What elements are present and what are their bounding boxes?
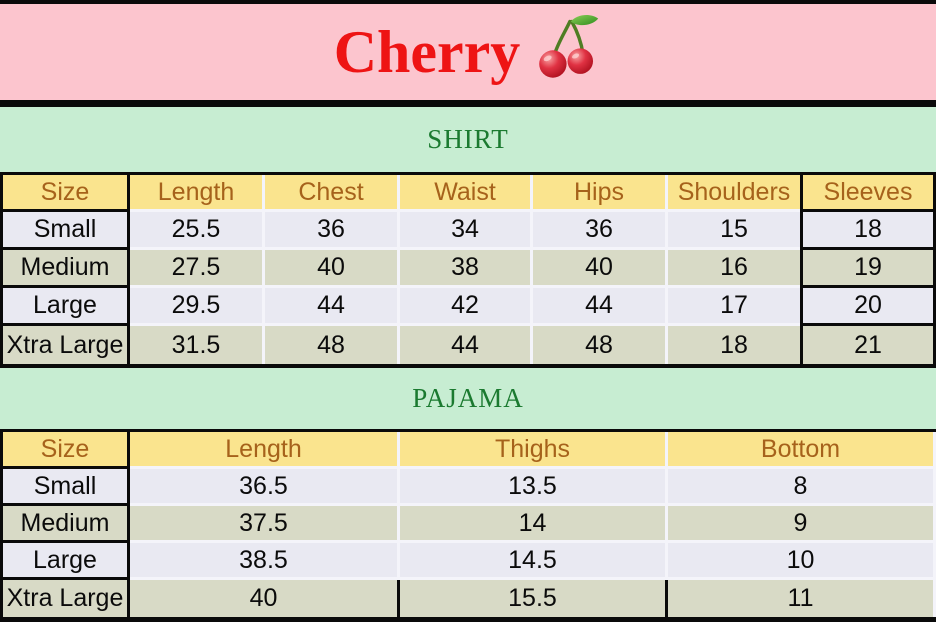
table-cell: 44 (265, 288, 400, 326)
shirt-section-header: SHIRT (0, 107, 936, 175)
brand-title: Cherry (333, 19, 521, 85)
table-row-small: Small 36.5 13.5 8 (0, 469, 936, 506)
column-header-waist: Waist (400, 175, 533, 212)
row-label: Xtra Large (0, 580, 130, 617)
row-label: Medium (0, 506, 130, 543)
table-cell: 36 (265, 212, 400, 250)
row-label: Small (0, 469, 130, 506)
column-header-length: Length (130, 432, 400, 469)
row-label: Large (0, 543, 130, 580)
shirt-header-row: Size Length Chest Waist Hips Shoulders S… (0, 175, 936, 212)
table-cell: 16 (668, 250, 800, 288)
row-label: Medium (0, 250, 130, 288)
table-cell: 40 (265, 250, 400, 288)
column-header-hips: Hips (533, 175, 668, 212)
table-cell: 21 (800, 326, 936, 364)
table-cell: 8 (668, 469, 936, 506)
pajama-header-row: Size Length Thighs Bottom (0, 432, 936, 469)
column-header-size: Size (0, 432, 130, 469)
table-cell: 38 (400, 250, 533, 288)
column-header-shoulders: Shoulders (668, 175, 800, 212)
column-header-chest: Chest (265, 175, 400, 212)
table-cell: 48 (265, 326, 400, 364)
table-cell: 44 (400, 326, 533, 364)
column-header-sleeves: Sleeves (800, 175, 936, 212)
table-cell: 29.5 (130, 288, 265, 326)
table-cell: 42 (400, 288, 533, 326)
table-cell: 25.5 (130, 212, 265, 250)
table-cell: 36 (533, 212, 668, 250)
column-header-length: Length (130, 175, 265, 212)
table-cell: 15 (668, 212, 800, 250)
brand-banner: Cherry (0, 0, 936, 107)
table-cell: 44 (533, 288, 668, 326)
table-cell: 37.5 (130, 506, 400, 543)
table-row-medium: Medium 27.5 40 38 40 16 19 (0, 250, 936, 288)
table-cell: 20 (800, 288, 936, 326)
table-row-large: Large 29.5 44 42 44 17 20 (0, 288, 936, 326)
table-cell: 13.5 (400, 469, 668, 506)
column-header-thighs: Thighs (400, 432, 668, 469)
table-cell: 27.5 (130, 250, 265, 288)
table-cell: 14 (400, 506, 668, 543)
table-cell: 36.5 (130, 469, 400, 506)
table-row-large: Large 38.5 14.5 10 (0, 543, 936, 580)
table-cell: 17 (668, 288, 800, 326)
shirt-section-title: SHIRT (427, 124, 509, 154)
shirt-size-table: Size Length Chest Waist Hips Shoulders S… (0, 175, 936, 368)
table-row-small: Small 25.5 36 34 36 15 18 (0, 212, 936, 250)
pajama-section-header: PAJAMA (0, 368, 936, 432)
table-cell: 18 (800, 212, 936, 250)
table-cell: 11 (668, 580, 936, 617)
row-label: Large (0, 288, 130, 326)
table-cell: 40 (130, 580, 400, 617)
column-header-size: Size (0, 175, 130, 212)
row-label: Small (0, 212, 130, 250)
table-cell: 34 (400, 212, 533, 250)
table-cell: 14.5 (400, 543, 668, 580)
table-cell: 15.5 (400, 580, 668, 617)
table-cell: 40 (533, 250, 668, 288)
row-label: Xtra Large (0, 326, 130, 364)
pajama-size-table: Size Length Thighs Bottom Small 36.5 13.… (0, 432, 936, 622)
table-cell: 9 (668, 506, 936, 543)
table-cell: 18 (668, 326, 800, 364)
cherries-icon (539, 15, 599, 78)
table-row-xtra-large: Xtra Large 31.5 48 44 48 18 21 (0, 326, 936, 364)
table-row-xtra-large: Xtra Large 40 15.5 11 (0, 580, 936, 617)
column-header-bottom: Bottom (668, 432, 936, 469)
pajama-section-title: PAJAMA (412, 383, 524, 413)
table-cell: 38.5 (130, 543, 400, 580)
table-row-medium: Medium 37.5 14 9 (0, 506, 936, 543)
table-cell: 48 (533, 326, 668, 364)
table-cell: 31.5 (130, 326, 265, 364)
table-cell: 19 (800, 250, 936, 288)
table-cell: 10 (668, 543, 936, 580)
